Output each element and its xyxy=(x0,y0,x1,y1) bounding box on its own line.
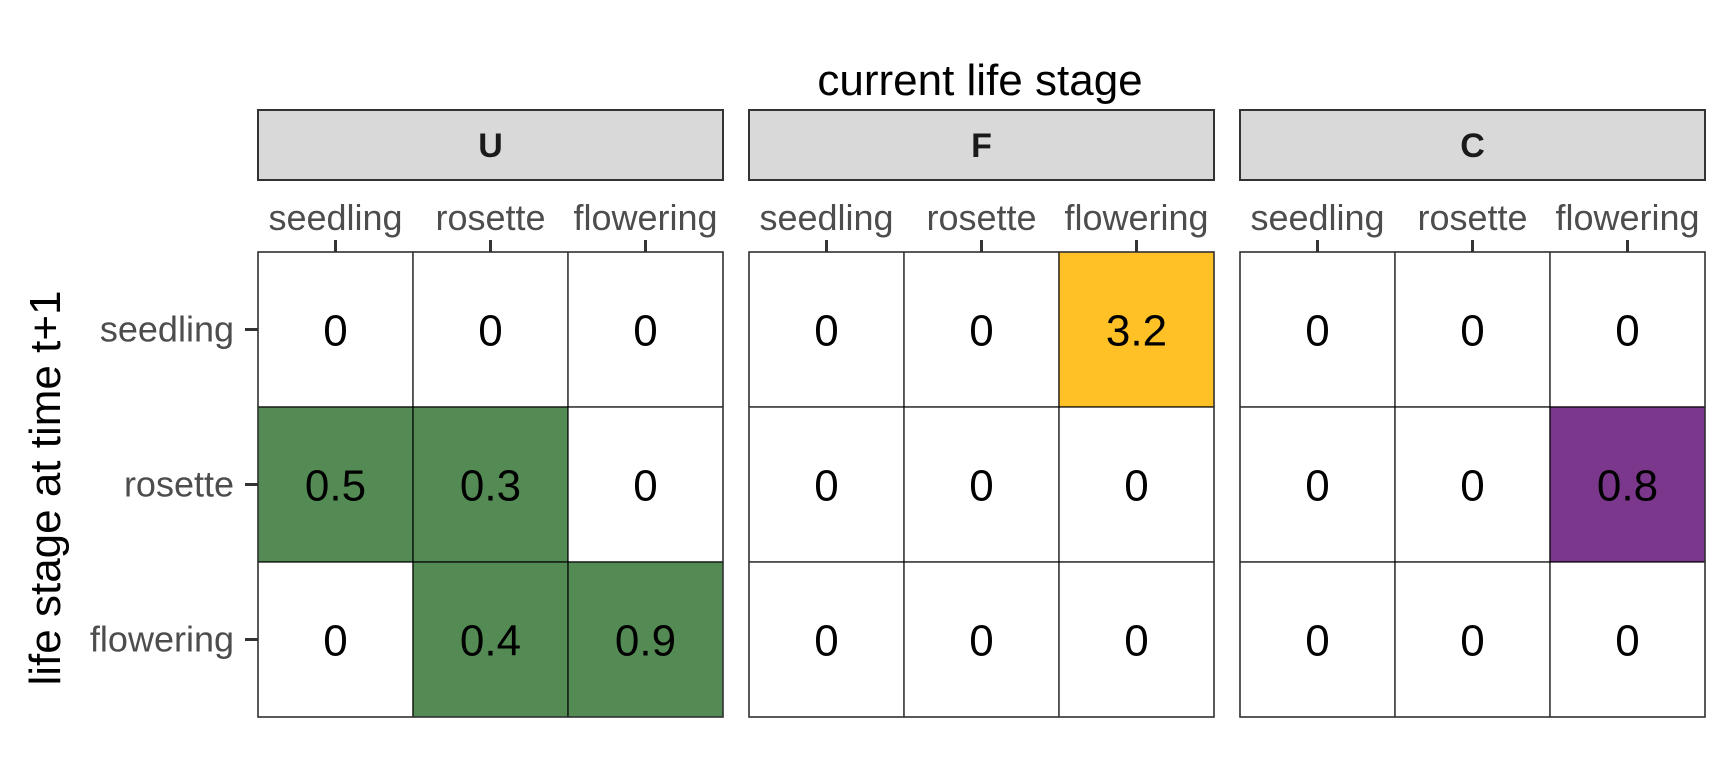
cell-value-label: 0 xyxy=(323,617,347,666)
cell-value-label: 0 xyxy=(1615,307,1639,356)
cell-value-label: 0 xyxy=(633,307,657,356)
cell-value-label: 0 xyxy=(1460,462,1484,511)
x-tick-label: seedling xyxy=(759,197,893,238)
y-tick-label: rosette xyxy=(124,464,234,505)
cell-value-label: 0.8 xyxy=(1597,462,1658,511)
cell-value-label: 0 xyxy=(478,307,502,356)
x-tick-label: flowering xyxy=(573,197,717,238)
cell-value-label: 0 xyxy=(969,462,993,511)
heatmap-cell xyxy=(567,406,724,563)
y-tick-label: flowering xyxy=(90,619,234,660)
heatmap-cell xyxy=(1058,406,1215,563)
cell-value-label: 0 xyxy=(1460,307,1484,356)
cell-value-label: 0 xyxy=(1460,617,1484,666)
heatmap-cell xyxy=(903,251,1060,408)
cell-value-label: 0.4 xyxy=(460,617,521,666)
cell-value-label: 0 xyxy=(1305,462,1329,511)
heatmap-cell xyxy=(1394,251,1551,408)
cell-value-label: 0 xyxy=(323,307,347,356)
x-tick-label: seedling xyxy=(268,197,402,238)
heatmap-cell xyxy=(1239,561,1396,718)
cell-value-label: 3.2 xyxy=(1106,307,1167,356)
x-tick-label: rosette xyxy=(435,197,545,238)
cell-value-label: 0.9 xyxy=(615,617,676,666)
x-axis-title: current life stage xyxy=(817,56,1142,105)
heatmap-cell xyxy=(1239,251,1396,408)
heatmap-cell xyxy=(567,251,724,408)
y-tick-label: seedling xyxy=(100,309,234,350)
x-tick-label: flowering xyxy=(1555,197,1699,238)
cell-value-label: 0 xyxy=(969,617,993,666)
panel-border xyxy=(1239,251,1706,718)
facet-strip-label: U xyxy=(478,127,503,165)
facet-strip xyxy=(748,109,1215,181)
heatmap-cell xyxy=(412,561,569,718)
cell-value-label: 0 xyxy=(814,617,838,666)
facet-strip-label: C xyxy=(1460,127,1485,165)
heatmap-cell xyxy=(1394,561,1551,718)
cell-value-label: 0 xyxy=(1124,462,1148,511)
cell-value-label: 0 xyxy=(633,462,657,511)
facet-strip-label: F xyxy=(971,127,992,165)
heatmap-cell xyxy=(1549,406,1706,563)
cell-value-label: 0 xyxy=(969,307,993,356)
heatmap-cell xyxy=(748,251,905,408)
heatmap-cell xyxy=(748,561,905,718)
heatmap-cell xyxy=(567,561,724,718)
x-tick-label: rosette xyxy=(926,197,1036,238)
facet-strip xyxy=(1239,109,1706,181)
cell-value-label: 0.3 xyxy=(460,462,521,511)
cell-value-label: 0 xyxy=(814,462,838,511)
cell-value-label: 0 xyxy=(814,307,838,356)
heatmap-cell xyxy=(1549,251,1706,408)
heatmap-cell xyxy=(903,561,1060,718)
cell-value-label: 0 xyxy=(1615,617,1639,666)
cell-value-label: 0 xyxy=(1305,617,1329,666)
facet-strip xyxy=(257,109,724,181)
heatmap-cell xyxy=(748,406,905,563)
panel-border xyxy=(748,251,1215,718)
y-axis-title: life stage at time t+1 xyxy=(21,291,70,686)
heatmap-cell xyxy=(903,406,1060,563)
cell-value-label: 0 xyxy=(1305,307,1329,356)
x-tick-label: rosette xyxy=(1417,197,1527,238)
heatmap-cell xyxy=(412,251,569,408)
x-tick-label: flowering xyxy=(1064,197,1208,238)
heatmap-cell xyxy=(1058,251,1215,408)
x-tick-label: seedling xyxy=(1250,197,1384,238)
heatmap-cell xyxy=(257,561,414,718)
heatmap-cell xyxy=(1058,561,1215,718)
cell-value-label: 0 xyxy=(1124,617,1148,666)
cell-value-label: 0.5 xyxy=(305,462,366,511)
y-axis: seedling rosette flowering xyxy=(90,309,258,660)
